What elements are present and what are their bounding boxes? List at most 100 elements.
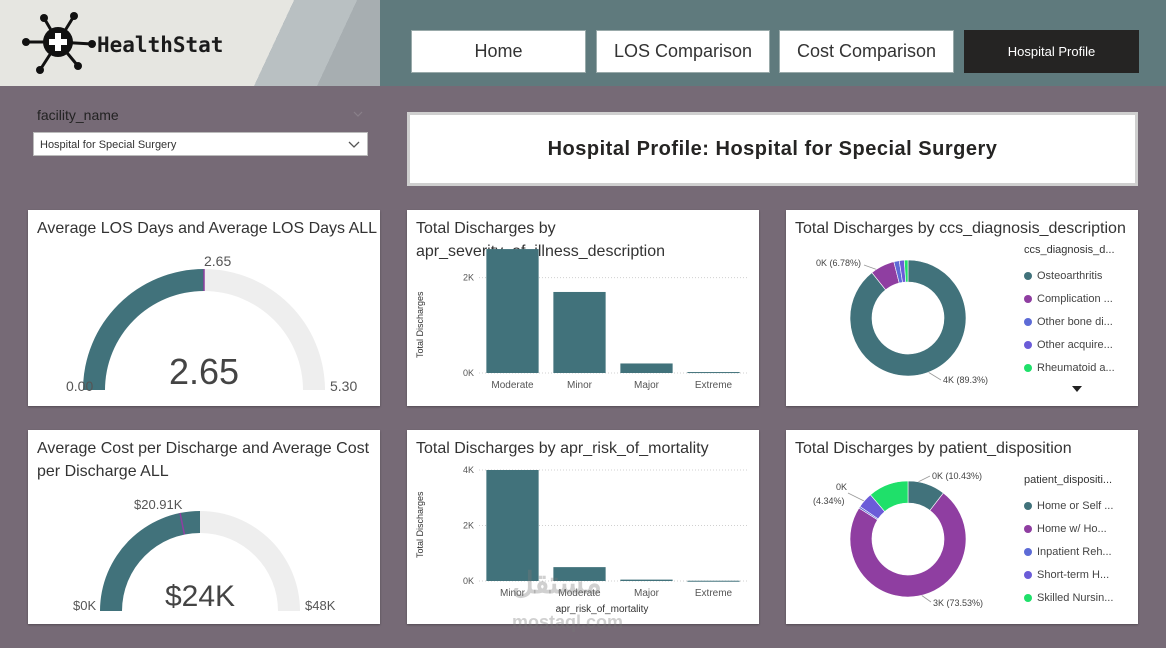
facility-select-value: Hospital for Special Surgery bbox=[40, 139, 177, 151]
data-label-b-pct: (4.34%) bbox=[813, 496, 845, 506]
legend-dot bbox=[1024, 340, 1032, 349]
legend-dot bbox=[1024, 570, 1032, 579]
legend-dot bbox=[1024, 363, 1032, 372]
data-label-big: 4K (89.3%) bbox=[943, 375, 988, 385]
data-label-a: 0K (10.43%) bbox=[932, 471, 982, 481]
gauge-fill bbox=[83, 269, 204, 390]
legend-label: Other acquire... bbox=[1037, 338, 1113, 351]
nav-cost-comparison-button[interactable]: Cost Comparison bbox=[779, 30, 954, 73]
legend-label: Inpatient Reh... bbox=[1037, 545, 1112, 558]
gauge-max: 5.30 bbox=[330, 378, 357, 394]
legend-item[interactable]: Complication ... bbox=[1024, 287, 1115, 310]
los-gauge-card[interactable]: Average LOS Days and Average LOS Days AL… bbox=[28, 210, 380, 406]
severity-bar-chart: Total Discharges 0K 2K Moderate Minor Major E… bbox=[415, 249, 747, 391]
gauge-target: 2.65 bbox=[204, 253, 231, 269]
gauge-min: $0K bbox=[73, 598, 96, 613]
page-title: Hospital Profile: Hospital for Special S… bbox=[407, 112, 1138, 186]
legend-label: Complication ... bbox=[1037, 292, 1113, 305]
donut-slice bbox=[849, 492, 967, 598]
x-tick-label: Major bbox=[634, 588, 660, 599]
legend-item[interactable]: Other acquire... bbox=[1024, 333, 1115, 356]
legend-scroll-down-icon[interactable] bbox=[1071, 385, 1083, 393]
gauge-max: $48K bbox=[305, 598, 336, 613]
legend-label: Other bone di... bbox=[1037, 315, 1113, 328]
x-axis-title: apr_risk_of_mortality bbox=[556, 604, 649, 615]
app-name: HealthStat bbox=[97, 33, 224, 57]
legend-item[interactable]: Skilled Nursin... bbox=[1024, 586, 1113, 609]
y-tick-label: 0K bbox=[463, 368, 474, 378]
legend-item[interactable]: Osteoarthritis bbox=[1024, 264, 1115, 287]
gauge-value: $24K bbox=[165, 580, 235, 613]
disposition-legend: patient_dispositi... Home or Self ... Ho… bbox=[1024, 474, 1113, 609]
card-title: Total Discharges by apr_severity_of_illn… bbox=[416, 217, 665, 263]
cost-gauge: $24K $0K $48K $20.91K bbox=[73, 497, 336, 613]
legend-dot bbox=[1024, 271, 1032, 280]
y-tick-label: 2K bbox=[463, 273, 474, 283]
data-label-small: 0K (6.78%) bbox=[816, 258, 861, 268]
nav-home-button[interactable]: Home bbox=[411, 30, 586, 73]
los-gauge: 2.65 0.00 5.30 2.65 bbox=[66, 253, 357, 394]
legend-label: Home w/ Ho... bbox=[1037, 522, 1107, 535]
donut-slice bbox=[903, 259, 909, 283]
diagnosis-donut-card[interactable]: Total Discharges by ccs_diagnosis_descri… bbox=[786, 210, 1138, 406]
logo-area: HealthStat bbox=[0, 0, 380, 86]
legend-item[interactable]: Inpatient Reh... bbox=[1024, 540, 1113, 563]
legend-item[interactable]: Home or Self ... bbox=[1024, 494, 1113, 517]
legend-item[interactable]: Short-term H... bbox=[1024, 563, 1113, 586]
data-label-big: 3K (73.53%) bbox=[933, 598, 983, 608]
y-tick-label: 0K bbox=[463, 576, 474, 586]
cost-gauge-card[interactable]: Average Cost per Discharge and Average C… bbox=[28, 430, 380, 624]
gauge-target: $20.91K bbox=[134, 497, 183, 512]
gauge-target-marker bbox=[179, 512, 186, 535]
card-title-line2: apr_severity_of_illness_description bbox=[416, 243, 666, 260]
y-tick-label: 2K bbox=[463, 521, 474, 531]
x-tick-label: Moderate bbox=[558, 588, 601, 599]
disposition-donut-card[interactable]: Total Discharges by patient_disposition … bbox=[786, 430, 1138, 624]
y-axis-title: Total Discharges bbox=[415, 491, 425, 558]
card-title-line1: Total Discharges by bbox=[416, 220, 556, 237]
gauge-value: 2.65 bbox=[169, 351, 239, 392]
bar bbox=[620, 363, 673, 373]
card-title: Average LOS Days and Average LOS Days AL… bbox=[37, 220, 378, 237]
legend-title: patient_dispositi... bbox=[1024, 474, 1113, 486]
bar bbox=[486, 249, 539, 373]
severity-chart-card[interactable]: Total Discharges by apr_severity_of_illn… bbox=[407, 210, 759, 406]
legend-item[interactable]: Rheumatoid a... bbox=[1024, 356, 1115, 379]
diagnosis-legend: ccs_diagnosis_d... Osteoarthritis Compli… bbox=[1024, 244, 1115, 379]
slicer-label: facility_name bbox=[37, 107, 119, 123]
nav-los-comparison-button[interactable]: LOS Comparison bbox=[596, 30, 770, 73]
legend-label: Skilled Nursin... bbox=[1037, 591, 1114, 604]
mortality-chart-card[interactable]: Total Discharges by apr_risk_of_mortalit… bbox=[407, 430, 759, 624]
x-tick-label: Major bbox=[634, 380, 660, 391]
facility-select[interactable]: Hospital for Special Surgery bbox=[33, 132, 368, 156]
y-axis-title: Total Discharges bbox=[415, 291, 425, 358]
chevron-down-icon bbox=[348, 141, 360, 148]
disposition-donut-chart: 0K (10.43%) 0K (4.34%) 3K (73.53%) bbox=[813, 471, 983, 608]
chevron-down-icon[interactable] bbox=[352, 108, 364, 120]
bar bbox=[553, 291, 606, 373]
nav-hospital-profile-button[interactable]: Hospital Profile bbox=[964, 30, 1139, 73]
bar bbox=[553, 567, 606, 581]
legend-dot bbox=[1024, 524, 1032, 533]
donut-slice bbox=[870, 480, 909, 512]
card-title: Average Cost per Discharge and Average C… bbox=[37, 437, 369, 483]
card-title: Total Discharges by apr_risk_of_mortalit… bbox=[416, 440, 709, 457]
gauge-min: 0.00 bbox=[66, 378, 93, 394]
legend-item[interactable]: Other bone di... bbox=[1024, 310, 1115, 333]
card-title: Total Discharges by ccs_diagnosis_descri… bbox=[795, 220, 1126, 237]
x-tick-label: Extreme bbox=[695, 380, 733, 391]
gauge-fill bbox=[100, 511, 200, 611]
card-title: Total Discharges by patient_disposition bbox=[795, 440, 1072, 457]
legend-label: Rheumatoid a... bbox=[1037, 361, 1115, 374]
healthstat-logo-icon bbox=[22, 12, 96, 74]
watermark-url: mostaql.com bbox=[512, 612, 624, 632]
x-tick-label: Minor bbox=[567, 380, 593, 391]
diagnosis-donut-chart: 0K (6.78%) 4K (89.3%) bbox=[816, 258, 988, 385]
y-tick-label: 4K bbox=[463, 465, 474, 475]
legend-dot bbox=[1024, 501, 1032, 510]
card-title-line2: per Discharge ALL bbox=[37, 463, 169, 480]
legend-label: Short-term H... bbox=[1037, 568, 1110, 581]
legend-item[interactable]: Home w/ Ho... bbox=[1024, 517, 1113, 540]
x-tick-label: Minor bbox=[500, 588, 526, 599]
legend-dot bbox=[1024, 593, 1032, 602]
